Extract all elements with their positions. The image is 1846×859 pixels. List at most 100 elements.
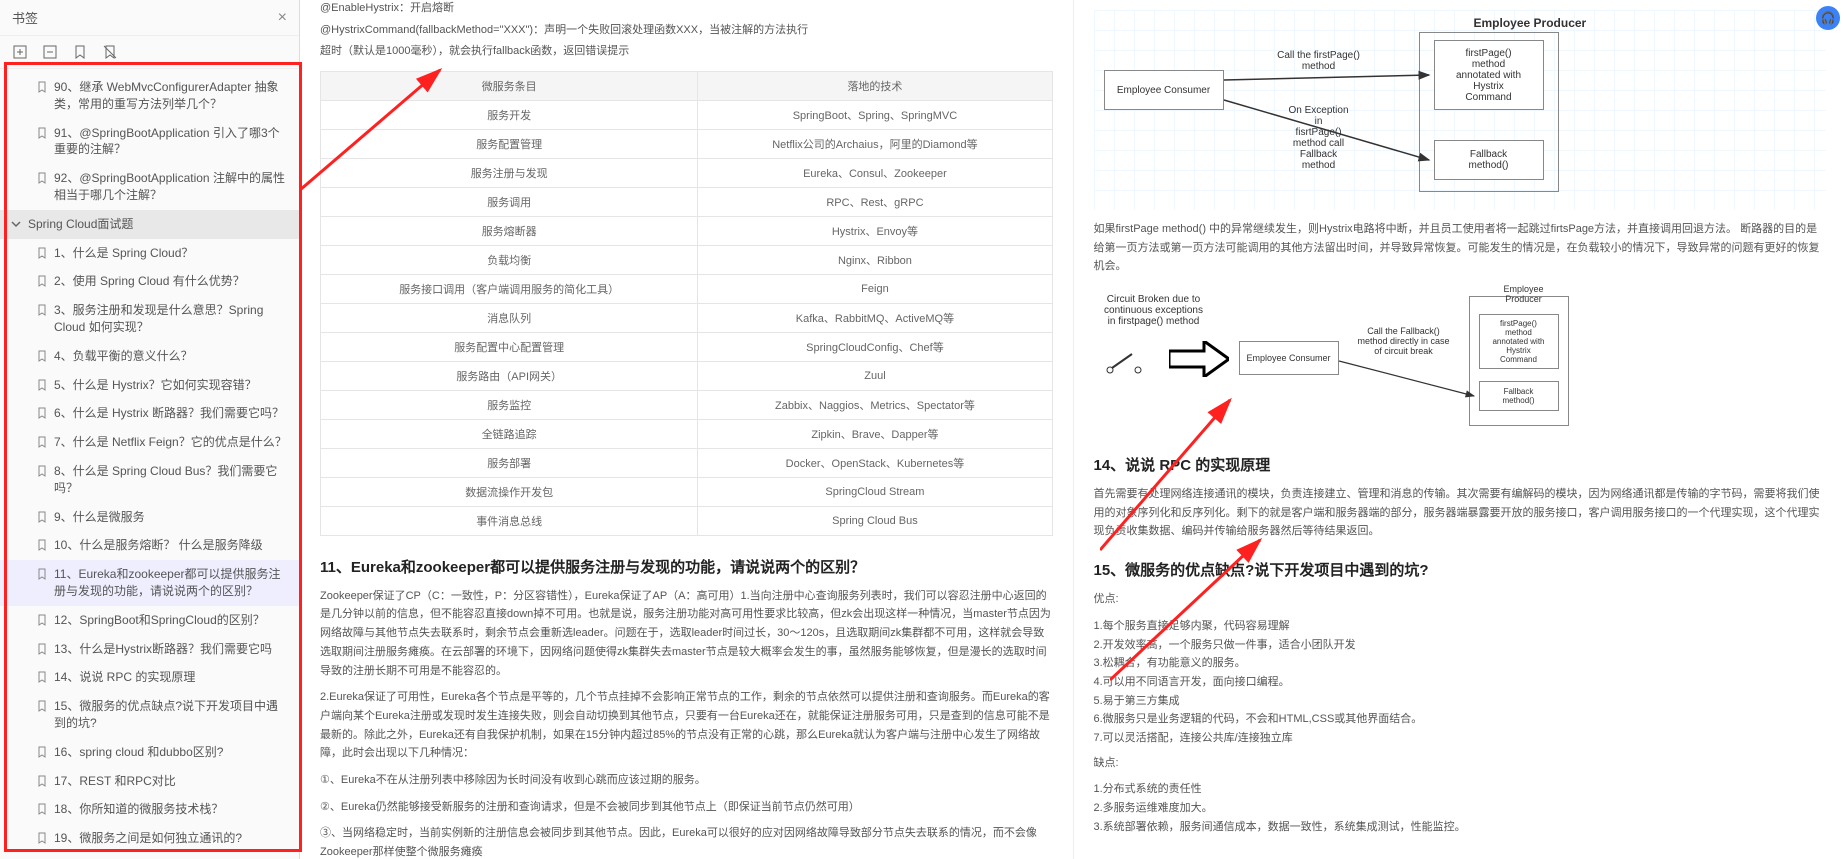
- bookmark-item[interactable]: 7、什么是 Netflix Feign？它的优点是什么？: [0, 428, 299, 457]
- table-row: 服务调用RPC、Rest、gRPC: [321, 187, 1053, 216]
- bookmark-label: 8、什么是 Spring Cloud Bus？我们需要它吗？: [54, 463, 289, 497]
- hystrix-diagram-2: Circuit Broken due to continuous excepti…: [1094, 286, 1827, 436]
- bookmark-label: 14、说说 RPC 的实现原理: [54, 669, 289, 686]
- bookmark-item-icon: [36, 614, 48, 626]
- bookmark-item-icon: [36, 643, 48, 655]
- bookmark-item-icon: [36, 127, 48, 139]
- bookmark-item-icon: [36, 407, 48, 419]
- bookmark-item[interactable]: 20、springcloud如何实现服务的注册?: [0, 853, 299, 859]
- table-cell: Zabbix、Naggios、Metrics、Spectator等: [698, 390, 1052, 419]
- list-item: 6.微服务只是业务逻辑的代码，不会和HTML,CSS或其他界面结合。: [1094, 710, 1827, 729]
- bookmark-item[interactable]: 16、spring cloud 和dubbo区别?: [0, 738, 299, 767]
- bookmark-icon[interactable]: [72, 44, 88, 60]
- bookmark-item-icon: [36, 775, 48, 787]
- table-cell: Zipkin、Brave、Dapper等: [698, 419, 1052, 448]
- bookmark-item[interactable]: 17、REST 和RPC对比: [0, 767, 299, 796]
- body-text: 如果firstPage method() 中的异常继续发生，则Hystrix电路…: [1094, 220, 1827, 276]
- table-row: 服务注册与发现Eureka、Consul、Zookeeper: [321, 158, 1053, 187]
- bookmark-item-icon: [36, 304, 48, 316]
- close-icon[interactable]: ×: [278, 9, 287, 27]
- intro-line: 超时（默认是1000毫秒），就会执行fallback函数，返回错误提示: [320, 43, 1053, 61]
- page-right: Employee Producer Employee Consumer Call…: [1073, 0, 1846, 859]
- bookmark-item[interactable]: 10、什么是服务熔断？ 什么是服务降级: [0, 531, 299, 560]
- table-cell: 服务注册与发现: [321, 158, 698, 187]
- bookmark-item[interactable]: 18、你所知道的微服务技术栈？: [0, 795, 299, 824]
- bookmark-item-icon: [10, 218, 22, 230]
- bookmark-item[interactable]: 9、什么是微服务: [0, 503, 299, 532]
- collapse-icon[interactable]: [42, 44, 58, 60]
- disadvantages-list: 1.分布式系统的责任性2.多服务运维难度加大。3.系统部署依赖，服务间通信成本，…: [1094, 780, 1827, 836]
- bookmark-item[interactable]: 19、微服务之间是如何独立通讯的?: [0, 824, 299, 853]
- bookmark-label: Spring Cloud面试题: [28, 216, 289, 233]
- table-cell: SpringCloud Stream: [698, 477, 1052, 506]
- bookmark-label: 17、REST 和RPC对比: [54, 773, 289, 790]
- bookmark-item[interactable]: 90、继承 WebMvcConfigurerAdapter 抽象类，常用的重写方…: [0, 73, 299, 119]
- table-cell: SpringCloudConfig、Chef等: [698, 332, 1052, 361]
- bookmark-remove-icon[interactable]: [102, 44, 118, 60]
- bookmark-item[interactable]: 1、什么是 Spring Cloud？: [0, 239, 299, 268]
- question-title: 15、微服务的优点缺点?说下开发项目中遇到的坑?: [1094, 559, 1827, 580]
- bookmark-label: 1、什么是 Spring Cloud？: [54, 245, 289, 262]
- list-item: 2.开发效率高，一个服务只做一件事，适合小团队开发: [1094, 636, 1827, 655]
- advantages-label: 优点:: [1094, 590, 1827, 609]
- intro-line: @HystrixCommand(fallbackMethod="XXX")：声明…: [320, 22, 1053, 40]
- bookmark-label: 6、什么是 Hystrix 断路器？我们需要它吗？: [54, 405, 289, 422]
- list-item: 5.易于第三方集成: [1094, 692, 1827, 711]
- table-row: 服务接口调用（客户端调用服务的简化工具）Feign: [321, 274, 1053, 303]
- sidebar-toolbar: [0, 36, 299, 69]
- bookmark-item[interactable]: 92、@SpringBootApplication 注解中的属性相当于哪几个注解…: [0, 164, 299, 210]
- bookmark-item-icon: [36, 379, 48, 391]
- body-text: Zookeeper保证了CP（C：一致性，P：分区容错性），Eureka保证了A…: [320, 587, 1053, 680]
- bookmark-item[interactable]: 11、Eureka和zookeeper都可以提供服务注册与发现的功能，请说说两个…: [0, 560, 299, 606]
- bookmark-item[interactable]: 12、SpringBoot和SpringCloud的区别？: [0, 606, 299, 635]
- bookmark-item[interactable]: 8、什么是 Spring Cloud Bus？我们需要它吗？: [0, 457, 299, 503]
- bookmark-item[interactable]: 13、什么是Hystrix断路器？我们需要它吗: [0, 635, 299, 664]
- advantages-list: 1.每个服务直接足够内聚，代码容易理解2.开发效率高，一个服务只做一件事，适合小…: [1094, 617, 1827, 748]
- bookmark-item[interactable]: 91、@SpringBootApplication 引入了哪3个重要的注解？: [0, 119, 299, 165]
- table-row: 服务路由（API网关）Zuul: [321, 361, 1053, 390]
- bookmark-item[interactable]: 3、服务注册和发现是什么意思？Spring Cloud 如何实现？: [0, 296, 299, 342]
- expand-icon[interactable]: [12, 44, 28, 60]
- table-cell: 服务熔断器: [321, 216, 698, 245]
- bookmark-label: 5、什么是 Hystrix？它如何实现容错？: [54, 377, 289, 394]
- table-row: 全链路追踪Zipkin、Brave、Dapper等: [321, 419, 1053, 448]
- table-row: 消息队列Kafka、RabbitMQ、ActiveMQ等: [321, 303, 1053, 332]
- list-item: 3.系统部署依赖，服务间通信成本，数据一致性，系统集成测试，性能监控。: [1094, 818, 1827, 837]
- bookmark-item[interactable]: 2、使用 Spring Cloud 有什么优势？: [0, 267, 299, 296]
- hystrix-diagram-1: Employee Producer Employee Consumer Call…: [1094, 10, 1827, 210]
- bookmark-item-icon: [36, 671, 48, 683]
- table-row: 负载均衡Nginx、Ribbon: [321, 245, 1053, 274]
- bookmark-item[interactable]: 14、说说 RPC 的实现原理: [0, 663, 299, 692]
- bookmark-label: 4、负载平衡的意义什么？: [54, 348, 289, 365]
- bookmark-item[interactable]: 15、微服务的优点缺点?说下开发项目中遇到的坑?: [0, 692, 299, 738]
- table-header: 落地的技术: [698, 71, 1052, 100]
- list-item: 7.可以灵活搭配，连接公共库/连接独立库: [1094, 729, 1827, 748]
- table-cell: Docker、OpenStack、Kubernetes等: [698, 448, 1052, 477]
- bookmark-label: 13、什么是Hystrix断路器？我们需要它吗: [54, 641, 289, 658]
- bookmark-item-icon: [36, 568, 48, 580]
- bookmark-label: 15、微服务的优点缺点?说下开发项目中遇到的坑?: [54, 698, 289, 732]
- help-badge[interactable]: 🎧: [1816, 6, 1840, 30]
- list-item: 2.多服务运维难度加大。: [1094, 799, 1827, 818]
- table-cell: Feign: [698, 274, 1052, 303]
- bookmark-item[interactable]: 5、什么是 Hystrix？它如何实现容错？: [0, 371, 299, 400]
- bookmark-label: 19、微服务之间是如何独立通讯的?: [54, 830, 289, 847]
- list-item: 4.可以用不同语言开发，面向接口编程。: [1094, 673, 1827, 692]
- table-cell: 事件消息总线: [321, 506, 698, 535]
- bookmark-label: 7、什么是 Netflix Feign？它的优点是什么？: [54, 434, 289, 451]
- body-text: 2.Eureka保证了可用性，Eureka各个节点是平等的，几个节点挂掉不会影响…: [320, 688, 1053, 763]
- disadvantages-label: 缺点:: [1094, 754, 1827, 773]
- microservice-table: 微服务条目 落地的技术 服务开发SpringBoot、Spring、Spring…: [320, 71, 1053, 536]
- bookmark-item[interactable]: 6、什么是 Hystrix 断路器？我们需要它吗？: [0, 399, 299, 428]
- table-cell: 服务接口调用（客户端调用服务的简化工具）: [321, 274, 698, 303]
- bookmark-section[interactable]: Spring Cloud面试题: [0, 210, 299, 239]
- intro-line: @EnableHystrix：开启熔断: [320, 0, 1053, 18]
- table-row: 服务监控Zabbix、Naggios、Metrics、Spectator等: [321, 390, 1053, 419]
- table-cell: Spring Cloud Bus: [698, 506, 1052, 535]
- table-cell: 全链路追踪: [321, 419, 698, 448]
- table-cell: SpringBoot、Spring、SpringMVC: [698, 100, 1052, 129]
- bookmark-item[interactable]: 4、负载平衡的意义什么？: [0, 342, 299, 371]
- table-cell: 服务监控: [321, 390, 698, 419]
- table-cell: Kafka、RabbitMQ、ActiveMQ等: [698, 303, 1052, 332]
- bookmark-label: 91、@SpringBootApplication 引入了哪3个重要的注解？: [54, 125, 289, 159]
